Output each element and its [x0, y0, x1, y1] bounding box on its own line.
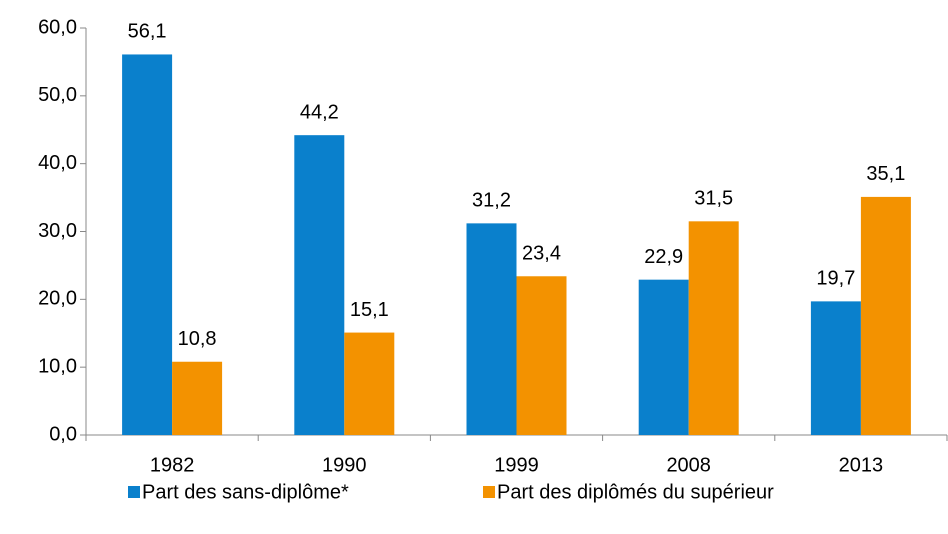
x-tick-label: 1990: [322, 454, 367, 476]
data-label: 22,9: [644, 246, 683, 268]
bar: [122, 54, 173, 436]
bar: [172, 361, 223, 435]
x-tick-label: 2008: [666, 454, 711, 476]
legend-label: Part des sans-diplôme*: [142, 481, 349, 503]
data-label: 19,7: [816, 268, 855, 290]
bar: [810, 301, 861, 435]
bar: [688, 221, 739, 435]
bar: [516, 276, 567, 435]
data-label: 31,5: [694, 188, 733, 210]
bar: [638, 279, 689, 435]
x-tick-label: 1982: [150, 454, 195, 476]
data-label: 15,1: [350, 299, 389, 321]
x-tick-label: 2013: [839, 454, 884, 476]
y-tick-label: 50,0: [38, 84, 77, 106]
x-tick-label: 1999: [494, 454, 539, 476]
data-label: 35,1: [866, 163, 905, 185]
y-tick-label: 0,0: [49, 423, 77, 445]
legend-label: Part des diplômés du supérieur: [497, 481, 774, 503]
data-label: 23,4: [522, 243, 561, 265]
legend-swatch: [128, 486, 140, 498]
y-tick-label: 10,0: [38, 355, 77, 377]
legend-swatch: [483, 486, 495, 498]
data-label: 10,8: [178, 328, 217, 350]
bar: [294, 135, 345, 435]
data-label: 31,2: [472, 190, 511, 212]
y-tick-label: 40,0: [38, 152, 77, 174]
y-tick-label: 60,0: [38, 16, 77, 38]
y-tick-label: 30,0: [38, 220, 77, 242]
bar: [466, 223, 517, 435]
data-label: 44,2: [300, 101, 339, 123]
data-label: 56,1: [128, 21, 167, 43]
bar: [860, 196, 911, 435]
bar: [344, 332, 395, 435]
y-tick-label: 20,0: [38, 288, 77, 310]
